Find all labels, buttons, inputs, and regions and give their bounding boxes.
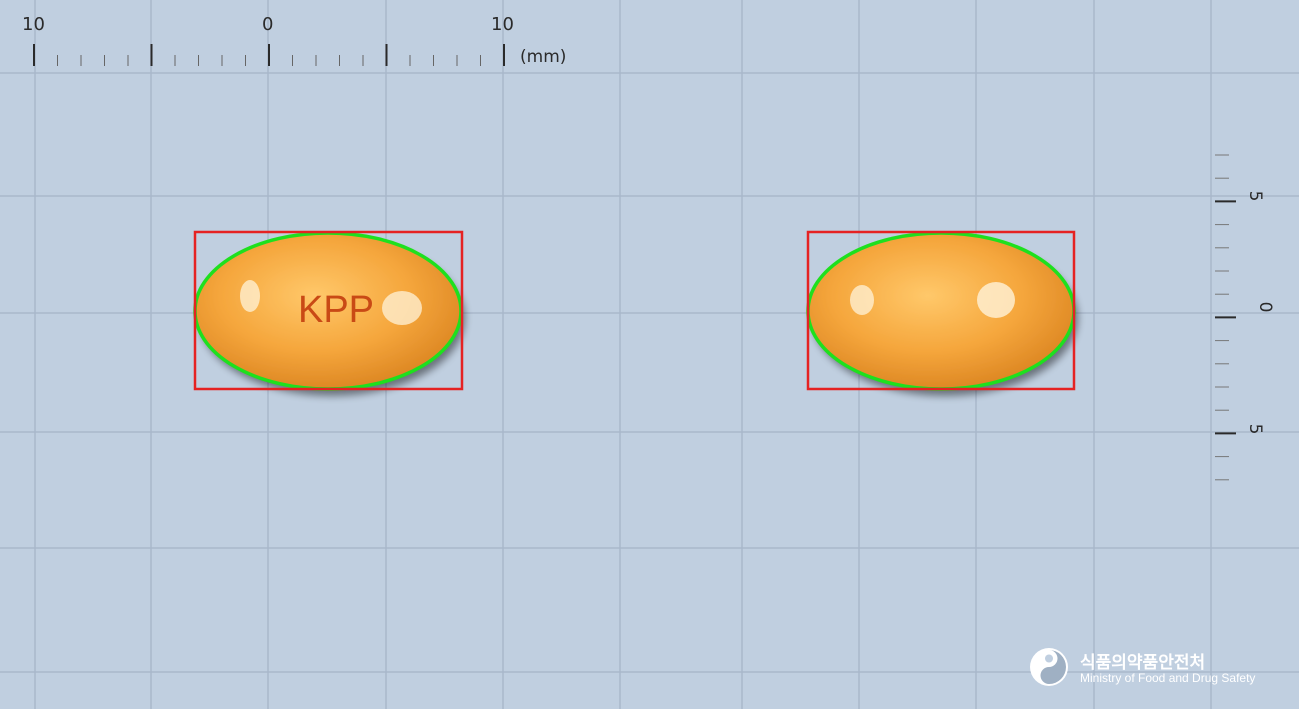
- right-ruler-label-bottom: 5: [1245, 424, 1265, 435]
- mfds-logo: 식품의약품안전처 Ministry of Food and Drug Safet…: [1028, 646, 1278, 692]
- mfds-emblem-icon: [1030, 648, 1068, 686]
- top-ruler-label-left: 10: [22, 14, 45, 35]
- pill-front-highlight-left: [240, 280, 260, 312]
- top-ruler: [33, 44, 505, 66]
- pill-front: KPP: [193, 230, 464, 391]
- pill-front-imprint: KPP: [298, 289, 374, 331]
- pill-front-highlight-right: [382, 291, 422, 325]
- top-ruler-label-right: 10: [491, 14, 514, 35]
- right-ruler-label-center: 0: [1255, 302, 1275, 313]
- pill-back-highlight-left: [850, 285, 874, 315]
- mfds-english-name: Ministry of Food and Drug Safety: [1080, 671, 1256, 685]
- pill-front-bounding-box: [193, 230, 464, 391]
- top-ruler-unit: (mm): [520, 47, 566, 67]
- pill-back-bounding-box: [806, 230, 1076, 391]
- mfds-korean-name: 식품의약품안전처: [1080, 653, 1206, 673]
- pill-front-body: [195, 233, 461, 389]
- pill-back-body: [808, 233, 1074, 389]
- top-ruler-label-center: 0: [262, 14, 273, 35]
- pill-back-highlight-right: [977, 282, 1015, 318]
- pill-back: [806, 230, 1076, 391]
- right-ruler-label-top: 5: [1245, 191, 1265, 202]
- right-ruler: [1215, 154, 1236, 481]
